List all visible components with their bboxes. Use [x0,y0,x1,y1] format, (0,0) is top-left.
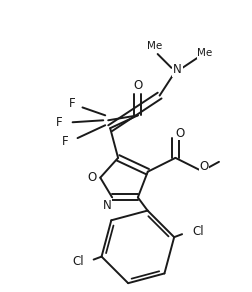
Text: F: F [62,135,69,147]
Text: O: O [200,160,209,173]
Text: N: N [103,199,112,212]
Text: O: O [88,171,97,184]
Text: Cl: Cl [192,225,204,238]
Text: Me: Me [198,48,213,58]
Text: O: O [133,79,142,92]
Text: F: F [69,97,76,110]
Text: F: F [55,116,62,129]
Text: Cl: Cl [72,255,84,268]
Text: N: N [173,63,182,76]
Text: Me: Me [147,41,162,51]
Text: O: O [176,127,185,140]
